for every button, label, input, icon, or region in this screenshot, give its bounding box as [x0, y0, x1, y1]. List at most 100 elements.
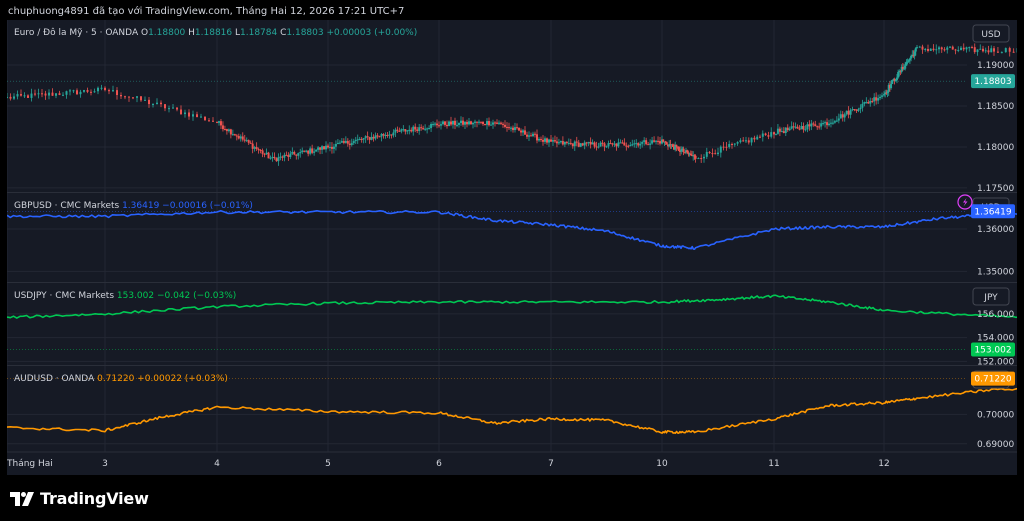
- ohlc-key: H: [188, 28, 195, 38]
- candle-body: [555, 141, 558, 144]
- candle-body: [20, 94, 22, 96]
- candle-body: [327, 145, 329, 148]
- candle-body: [132, 97, 134, 99]
- y-tick-label: 152.000: [977, 357, 1014, 367]
- candle-body: [847, 110, 850, 115]
- candle-body: [330, 146, 333, 149]
- candle-body: [887, 84, 890, 92]
- chart-svg[interactable]: 1.19000 1.18500 1.18000 1.17500 USD 1.18803 1.…: [7, 20, 1017, 475]
- candle-body: [871, 100, 874, 102]
- candle-body: [342, 141, 345, 143]
- candle-body: [879, 96, 882, 99]
- candle-body: [544, 138, 546, 142]
- candle-body: [372, 136, 375, 139]
- candle-body: [770, 132, 773, 137]
- chart-frame[interactable]: 1.19000 1.18500 1.18000 1.17500 USD 1.18803 1.…: [7, 20, 1017, 475]
- ohlc-value: 1.18784: [240, 28, 280, 38]
- pane-legend[interactable]: GBPUSD · CMC Markets 1.36419 −0.00016 (−…: [14, 201, 253, 211]
- ohlc-value: 1.18816: [195, 28, 235, 38]
- candle-body: [476, 121, 478, 123]
- legend-title: USDJPY · CMC Markets: [14, 291, 117, 301]
- header-title: chuphuong4891 đã tạo với TradingView.com…: [8, 6, 405, 17]
- alert-icon[interactable]: [957, 194, 973, 210]
- candle-body: [774, 133, 777, 135]
- candle-body: [853, 109, 856, 111]
- candle-body: [865, 102, 868, 104]
- candle-body: [943, 49, 946, 51]
- candle-body: [398, 130, 401, 132]
- pane-legend[interactable]: AUDUSD · OANDA 0.71220 +0.00022 (+0.03%): [14, 374, 228, 384]
- candle-body: [914, 48, 917, 52]
- candle-body: [924, 48, 927, 50]
- currency-button[interactable]: [972, 24, 1010, 43]
- candle-body: [360, 138, 363, 140]
- candle-body: [498, 122, 500, 124]
- candle-body: [168, 108, 170, 110]
- candle-body: [289, 153, 292, 157]
- candle-body: [756, 136, 759, 140]
- axis-layer: 1.19000 1.18500 1.18000 1.17500 USD 1.18803 1.…: [971, 24, 1015, 450]
- series-line: [7, 387, 1017, 434]
- candle-body: [577, 142, 580, 147]
- candle-body: [370, 136, 373, 140]
- candle-body: [705, 151, 708, 157]
- candle-body: [438, 125, 440, 127]
- candle-body: [773, 132, 775, 135]
- candle-body: [410, 129, 413, 132]
- tradingview-logo[interactable]: TradingView: [10, 489, 149, 508]
- candle-body: [892, 79, 895, 81]
- candle-body: [629, 145, 632, 147]
- candle-body: [334, 144, 337, 147]
- candle-body: [661, 139, 663, 144]
- candle-body: [350, 143, 353, 145]
- candle-body: [567, 142, 570, 144]
- candle-body: [265, 152, 268, 155]
- candle-body: [424, 128, 427, 130]
- candle-body: [569, 142, 572, 144]
- candle-body: [486, 121, 488, 125]
- y-tick-label: 0.70000: [977, 410, 1014, 420]
- candle-body: [982, 48, 984, 52]
- candle-body: [380, 134, 383, 137]
- candle-body: [311, 148, 314, 153]
- candle-body: [243, 139, 246, 141]
- candle-body: [717, 152, 719, 155]
- candle-body: [212, 120, 214, 122]
- candle-body: [526, 134, 528, 137]
- candle-body: [281, 156, 284, 158]
- candle-body: [472, 122, 474, 125]
- candle-body: [83, 90, 85, 92]
- last-price-badge: [971, 371, 1015, 386]
- pane-legend[interactable]: USDJPY · CMC Markets 153.002 −0.042 (−0.…: [14, 291, 236, 301]
- pane-legend[interactable]: Euro / Đô la Mỹ · 5 · OANDA O1.18800 H1.…: [14, 27, 417, 38]
- candle-body: [886, 91, 889, 93]
- candle-body: [668, 144, 671, 147]
- candle-body: [309, 148, 312, 154]
- candle-body: [621, 142, 624, 144]
- candle-body: [9, 96, 12, 99]
- candle-body: [48, 92, 50, 96]
- legend-change: −0.042 (−0.03%): [157, 291, 236, 301]
- candle-body: [719, 146, 722, 153]
- candle-body: [831, 122, 834, 124]
- candle-body: [899, 71, 902, 73]
- candle-body: [639, 143, 642, 146]
- legend-value: 1.36419: [122, 201, 162, 211]
- candle-body: [412, 126, 415, 132]
- candle-body: [1008, 48, 1011, 52]
- candle-body: [927, 48, 929, 51]
- candle-body: [192, 114, 194, 117]
- candle-body: [295, 154, 298, 156]
- candle-body: [313, 151, 316, 153]
- candle-body: [662, 139, 665, 143]
- currency-button[interactable]: [972, 287, 1010, 306]
- candle-body: [428, 128, 431, 130]
- candle-body: [378, 136, 381, 138]
- candle-body: [430, 123, 433, 129]
- candle-body: [303, 150, 306, 152]
- candle-body: [62, 94, 64, 96]
- legend-title: GBPUSD · CMC Markets: [14, 201, 122, 211]
- candle-body: [597, 146, 600, 148]
- candle-body: [538, 138, 540, 141]
- candle-body: [733, 143, 736, 145]
